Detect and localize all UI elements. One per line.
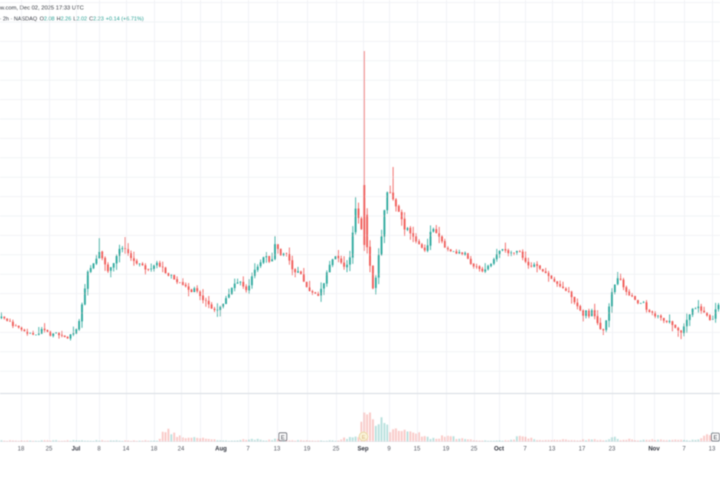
svg-text:18: 18 xyxy=(18,447,25,453)
svg-text:iew.com, Dec 02, 2025 17:33 UT: iew.com, Dec 02, 2025 17:33 UTC xyxy=(0,5,84,11)
svg-text:7: 7 xyxy=(523,447,527,453)
svg-text:E: E xyxy=(281,434,285,441)
svg-text:Jul: Jul xyxy=(72,447,81,453)
svg-text:13: 13 xyxy=(274,447,281,453)
svg-text:Oct: Oct xyxy=(494,447,504,453)
svg-text:Sep: Sep xyxy=(357,447,368,453)
svg-text:E: E xyxy=(362,435,366,441)
svg-text:25: 25 xyxy=(333,447,340,453)
svg-text:19: 19 xyxy=(443,447,450,453)
svg-text:25: 25 xyxy=(471,447,478,453)
svg-text:8: 8 xyxy=(97,447,101,453)
svg-text:Aug: Aug xyxy=(215,447,227,453)
svg-text:Nov: Nov xyxy=(648,447,660,453)
svg-text:24: 24 xyxy=(178,447,185,453)
svg-text:19: 19 xyxy=(304,447,311,453)
svg-text:13: 13 xyxy=(549,447,556,453)
svg-text:9: 9 xyxy=(387,447,391,453)
svg-text:18: 18 xyxy=(151,447,158,453)
svg-text:14: 14 xyxy=(123,447,130,453)
svg-text:E: E xyxy=(713,435,717,442)
svg-text:17: 17 xyxy=(579,447,586,453)
svg-text:13: 13 xyxy=(709,447,716,453)
svg-text:25: 25 xyxy=(46,447,53,453)
svg-text:23: 23 xyxy=(609,447,616,453)
svg-text:7: 7 xyxy=(682,447,686,453)
svg-text:7: 7 xyxy=(246,447,250,453)
svg-text:15: 15 xyxy=(414,447,421,453)
